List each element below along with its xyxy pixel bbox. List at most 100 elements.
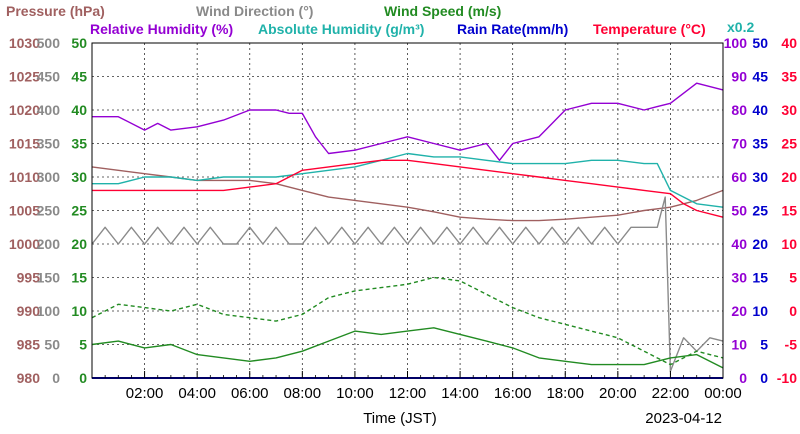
y-tick-label-temp: 25 <box>781 136 797 152</box>
y-tick-label-wind_dir: 300 <box>37 169 61 185</box>
y-tick-label-rel_hum: 70 <box>731 136 747 152</box>
y-tick-label-wind_speed: 15 <box>71 270 87 286</box>
y-tick-label-wind_speed: 25 <box>71 203 87 219</box>
series-line-rel_hum <box>92 82 724 162</box>
x-tick-label: 16:00 <box>494 385 532 402</box>
y-tick-label-rain: 30 <box>752 169 768 185</box>
y-tick-label-rel_hum: 80 <box>731 102 747 118</box>
y-tick-label-rel_hum: 90 <box>731 69 747 85</box>
y-tick-label-wind_speed: 35 <box>71 136 87 152</box>
y-tick-label-wind_speed: 30 <box>71 169 87 185</box>
x-tick-label: 22:00 <box>652 385 690 402</box>
y-tick-label-rain: 5 <box>760 337 768 353</box>
series-line-temp <box>92 159 724 218</box>
chart-grid <box>92 43 723 378</box>
x-tick-label: 00:00 <box>704 385 742 402</box>
y-tick-label-temp: 10 <box>781 236 797 252</box>
x-tick-label: 10:00 <box>336 385 374 402</box>
series-line-abs_hum <box>92 152 724 208</box>
y-tick-label-rel_hum: 40 <box>731 236 747 252</box>
y-tick-label-temp: 40 <box>781 35 797 51</box>
legend-temp: Temperature (°C) <box>593 21 706 37</box>
y-tick-label-pressure: 995 <box>17 270 41 286</box>
legend-abs_hum: Absolute Humidity (g/m³) <box>258 21 424 37</box>
x-tick-label: 20:00 <box>599 385 637 402</box>
x-tick-label: 18:00 <box>546 385 584 402</box>
y-tick-label-pressure: 1020 <box>9 102 40 118</box>
y-tick-label-pressure: 1030 <box>9 35 40 51</box>
x-tick-label: 02:00 <box>126 385 164 402</box>
y-tick-label-wind_speed: 20 <box>71 236 87 252</box>
x-tick-label: 06:00 <box>231 385 269 402</box>
y-tick-label-wind_speed: 40 <box>71 102 87 118</box>
x-tick-label: 08:00 <box>284 385 322 402</box>
y-tick-label-pressure: 1015 <box>9 136 40 152</box>
y-tick-label-rel_hum: 10 <box>731 337 747 353</box>
y-tick-label-wind_dir: 250 <box>37 203 61 219</box>
y-tick-label-rain: 40 <box>752 102 768 118</box>
series-line-wind_speed_avg <box>91 327 724 369</box>
y-tick-label-temp: 5 <box>789 270 797 286</box>
y-tick-label-temp: 35 <box>781 69 797 85</box>
legend-rain: Rain Rate(mm/h) <box>457 21 568 37</box>
x-tick-label: 04:00 <box>178 385 216 402</box>
x-tick-label: 12:00 <box>389 385 427 402</box>
x-axis-label: Time (JST) <box>363 410 437 427</box>
y-tick-label-pressure: 1025 <box>9 69 40 85</box>
x-tick-label: 14:00 <box>441 385 479 402</box>
y-tick-label-wind_speed: 45 <box>71 69 87 85</box>
series-line-wind_speed_gust <box>91 276 724 366</box>
right-axes: 1009080706050403020100504540353025201510… <box>724 35 798 386</box>
y-tick-label-wind_dir: 100 <box>37 303 61 319</box>
series-line-wind_dir <box>91 196 724 372</box>
y-tick-label-wind_speed: 5 <box>79 337 87 353</box>
y-tick-label-temp: 30 <box>781 102 797 118</box>
y-tick-label-rel_hum: 20 <box>731 303 747 319</box>
legend-row-1: Pressure (hPa) Wind Direction (°) Wind Spe… <box>6 3 501 19</box>
legend-rel_hum: Relative Humidity (%) <box>90 21 233 37</box>
y-tick-label-wind_dir: 400 <box>37 102 61 118</box>
y-tick-label-wind_dir: 450 <box>37 69 61 85</box>
y-tick-label-rain: 20 <box>752 236 768 252</box>
y-tick-label-wind_speed: 0 <box>79 370 87 386</box>
y-tick-label-rain: 25 <box>752 203 768 219</box>
date-label: 2023-04-12 <box>645 410 722 427</box>
y-tick-label-wind_dir: 500 <box>37 35 61 51</box>
y-tick-label-temp: -10 <box>777 370 797 386</box>
legend-wind_speed: Wind Speed (m/s) <box>384 3 501 19</box>
y-tick-label-wind_dir: 0 <box>52 370 60 386</box>
y-tick-label-pressure: 1000 <box>9 236 40 252</box>
y-tick-label-rain: 45 <box>752 69 768 85</box>
y-tick-label-pressure: 1005 <box>9 203 40 219</box>
left-axes: 1030102510201015101010051000995990985980… <box>9 35 87 386</box>
y-tick-label-rel_hum: 0 <box>739 370 747 386</box>
y-tick-label-pressure: 985 <box>17 337 41 353</box>
y-tick-label-wind_dir: 50 <box>44 337 60 353</box>
y-tick-label-rain: 15 <box>752 270 768 286</box>
x-axis-ticks: 02:00 04:00 06:00 08:00 10:00 12:00 14:00 16:00… <box>104 371 742 402</box>
y-tick-label-temp: 0 <box>789 303 797 319</box>
y-tick-label-rain: 35 <box>752 136 768 152</box>
y-tick-label-rel_hum: 50 <box>731 203 747 219</box>
y-tick-label-rain: 0 <box>760 370 768 386</box>
y-tick-label-temp: 15 <box>781 203 797 219</box>
y-tick-label-temp: -5 <box>785 337 798 353</box>
y-tick-label-rain: 50 <box>752 35 768 51</box>
y-tick-label-rel_hum: 30 <box>731 270 747 286</box>
legend-wind_dir: Wind Direction (°) <box>196 3 313 19</box>
legend-row-2: Relative Humidity (%) Absolute Humidity (… <box>90 21 706 37</box>
y-tick-label-rain: 10 <box>752 303 768 319</box>
y-tick-label-rel_hum: 60 <box>731 169 747 185</box>
y-tick-label-rel_hum: 100 <box>724 35 748 51</box>
y-tick-label-pressure: 1010 <box>9 169 40 185</box>
y-tick-label-wind_dir: 150 <box>37 270 61 286</box>
y-tick-label-wind_speed: 50 <box>71 35 87 51</box>
legend-multiplier: x0.2 <box>727 19 754 35</box>
y-tick-label-pressure: 980 <box>17 370 41 386</box>
y-tick-label-temp: 20 <box>781 169 797 185</box>
y-tick-label-wind_speed: 10 <box>71 303 87 319</box>
legend-pressure: Pressure (hPa) <box>6 3 105 19</box>
y-tick-label-wind_dir: 200 <box>37 236 61 252</box>
y-tick-label-wind_dir: 350 <box>37 136 61 152</box>
